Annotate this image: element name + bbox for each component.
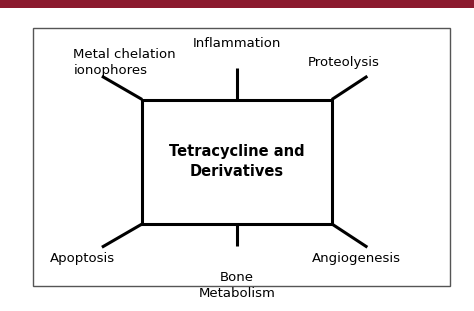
Bar [142,100,332,224]
Text: Proteolysis: Proteolysis [307,56,379,69]
Bar [0,0,474,8]
Bar [33,28,450,286]
Text: Apoptosis: Apoptosis [50,252,115,265]
Text: Metal chelation
ionophores: Metal chelation ionophores [73,48,176,77]
Text: Angiogenesis: Angiogenesis [311,252,401,265]
Text: Inflammation: Inflammation [193,37,281,50]
Text: Bone
Metabolism: Bone Metabolism [199,271,275,299]
Text: Tetracycline and
Derivatives: Tetracycline and Derivatives [169,144,305,179]
